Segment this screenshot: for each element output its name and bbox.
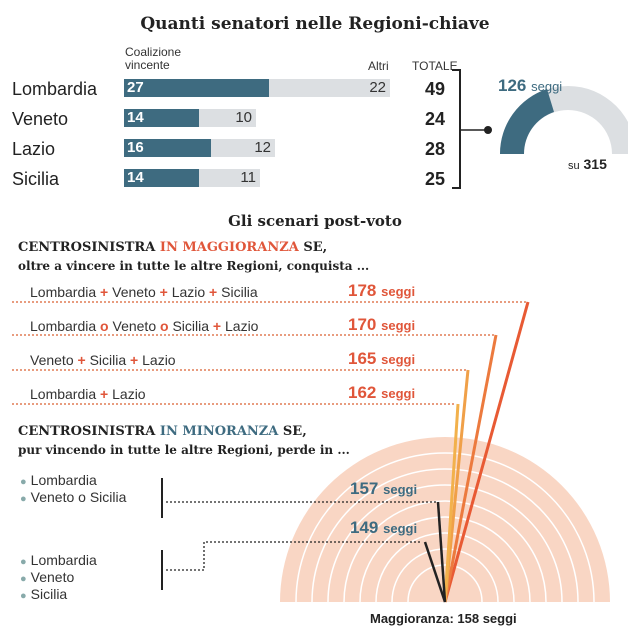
scenario-3-seats: 165 seggi bbox=[348, 349, 416, 368]
minority-seats-1: 157 seggi bbox=[350, 479, 418, 498]
region-label: Sicilia bbox=[12, 169, 60, 189]
scenario-2: Lombardia o Veneto o Sicilia + Lazio bbox=[30, 318, 259, 334]
minority-dotted-lines bbox=[166, 501, 438, 571]
others-bar: 22 bbox=[269, 79, 390, 97]
group2-item: ● Veneto bbox=[20, 569, 75, 585]
majority-footer: Maggioranza: 158 seggi bbox=[370, 611, 517, 626]
bullet-icon: ● bbox=[20, 556, 27, 568]
header-coalition: Coalizione vincente bbox=[125, 45, 182, 72]
parliament-semicircle bbox=[280, 437, 610, 603]
row-total: 28 bbox=[424, 139, 445, 159]
others-bar: 12 bbox=[211, 139, 275, 157]
header-others: Altri bbox=[368, 59, 389, 73]
scenario-3: Veneto + Sicilia + Lazio bbox=[30, 352, 176, 368]
region-label: Lombardia bbox=[12, 79, 98, 99]
coalition-bar: 14 bbox=[124, 169, 199, 187]
header-total: TOTALE bbox=[412, 59, 458, 73]
scenarios-title: Gli scenari post-voto bbox=[228, 212, 402, 230]
group2-item: ● Lombardia bbox=[20, 552, 97, 568]
majority-dotted-lines bbox=[12, 301, 526, 405]
minority-rays bbox=[423, 501, 447, 603]
gauge-seats-arc bbox=[499, 89, 554, 154]
majority-heading: CENTROSINISTRA IN MAGGIORANZA SE, bbox=[18, 240, 328, 255]
gauge-seats-label: 126 seggi bbox=[498, 76, 563, 95]
scenario-1: Lombardia + Veneto + Lazio + Sicilia bbox=[30, 284, 258, 300]
bullet-icon: ● bbox=[20, 476, 27, 488]
region-label: Veneto bbox=[12, 109, 69, 129]
region-label: Lazio bbox=[12, 139, 56, 159]
others-bar: 11 bbox=[199, 169, 260, 187]
connector-dot bbox=[484, 126, 492, 134]
scenario-4: Lombardia + Lazio bbox=[30, 386, 146, 402]
gauge-graphic bbox=[452, 69, 628, 189]
group1-item: ● Veneto o Sicilia bbox=[20, 489, 127, 505]
scenario-4-seats: 162 seggi bbox=[348, 383, 416, 402]
group2-item: ● Sicilia bbox=[20, 586, 68, 602]
gauge-total-label: su 315 bbox=[568, 156, 607, 172]
row-total: 24 bbox=[424, 109, 445, 129]
row-total: 49 bbox=[424, 79, 445, 99]
seats-graphic bbox=[12, 301, 610, 603]
bullet-icon: ● bbox=[20, 573, 27, 585]
main-title: Quanti senatori nelle Regioni-chiave bbox=[140, 14, 490, 34]
group1-item: ● Lombardia bbox=[20, 472, 97, 488]
row-total: 25 bbox=[424, 169, 445, 189]
bracket bbox=[452, 69, 461, 189]
bullet-icon: ● bbox=[20, 590, 27, 602]
scenario-1-seats: 178 seggi bbox=[348, 281, 416, 300]
minority-heading: CENTROSINISTRA IN MINORANZA SE, bbox=[18, 424, 307, 439]
coalition-bar: 16 bbox=[124, 139, 211, 157]
bullet-icon: ● bbox=[20, 493, 27, 505]
coalition-bar: 27 bbox=[124, 79, 269, 97]
majority-subheading: oltre a vincere in tutte le altre Region… bbox=[18, 259, 370, 273]
minority-subheading: pur vincendo in tutte le altre Regioni, … bbox=[18, 443, 350, 457]
majority-rays bbox=[443, 301, 530, 603]
coalition-bar: 14 bbox=[124, 109, 199, 127]
others-bar: 10 bbox=[199, 109, 256, 127]
minority-seats-2: 149 seggi bbox=[350, 518, 418, 537]
scenario-2-seats: 170 seggi bbox=[348, 315, 416, 334]
